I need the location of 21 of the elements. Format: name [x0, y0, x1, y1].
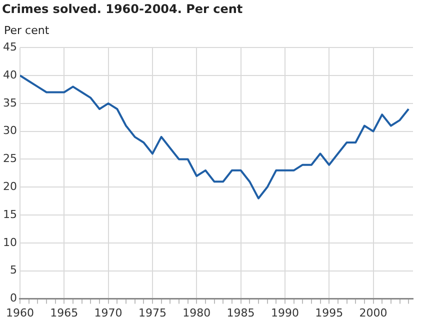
x-tick-label: 1975 — [138, 306, 166, 320]
x-tick-label: 1990 — [270, 306, 299, 320]
y-tick-label: 15 — [2, 208, 17, 221]
y-tick-label: 45 — [2, 40, 17, 54]
y-tick-label: 30 — [2, 124, 17, 138]
y-axis-title: Per cent — [3, 23, 50, 38]
x-tick-label: 1960 — [6, 306, 34, 320]
x-tick-label: 1985 — [226, 306, 255, 320]
y-tick-label: 40 — [2, 68, 17, 82]
chart-title: Crimes solved. 1960-2004. Per cent — [1, 1, 244, 18]
x-tick-label: 1980 — [182, 306, 211, 320]
y-tick-label: 0 — [10, 292, 17, 305]
x-tick-label: 1995 — [315, 306, 344, 320]
y-tick-label: 25 — [2, 152, 17, 166]
x-tick-label: 1970 — [94, 306, 122, 320]
x-tick-label: 2000 — [359, 306, 388, 320]
y-tick-label: 20 — [2, 180, 17, 194]
y-tick-label: 5 — [10, 264, 17, 277]
y-tick-label: 35 — [2, 96, 17, 110]
x-tick-label: 1965 — [50, 306, 78, 320]
y-tick-label: 10 — [2, 236, 17, 249]
